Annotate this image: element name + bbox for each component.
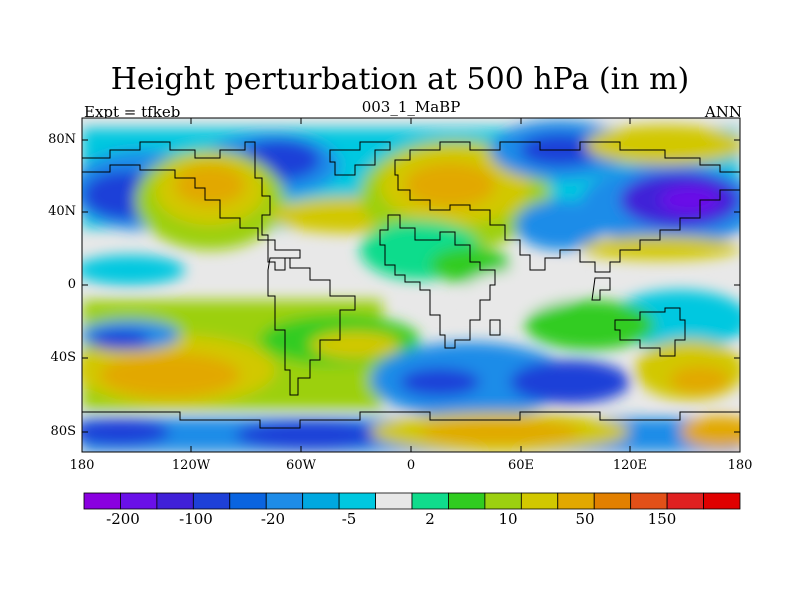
lon-label-0: 0: [406, 458, 416, 473]
colorbar-swatch: [411, 492, 449, 510]
colorbar-label: 2: [425, 510, 435, 528]
colorbar-swatch: [229, 492, 267, 510]
lat-label-40s: 40S: [50, 350, 76, 365]
colorbar-swatch: [192, 492, 231, 510]
colorbar-swatch: [156, 492, 194, 510]
colorbar-label: -100: [179, 510, 213, 528]
colorbar-label: -20: [260, 510, 286, 528]
lon-label-180-west: 180: [69, 458, 95, 473]
colorbar-swatch: [302, 492, 340, 510]
lon-label-120w: 120W: [171, 458, 211, 473]
lon-label-60e: 60E: [507, 458, 535, 473]
colorbar-label: 10: [498, 510, 518, 528]
colorbar-label: 150: [647, 510, 677, 528]
axis-ticks: [82, 118, 740, 452]
colorbar-swatch: [703, 492, 741, 510]
colorbar: [83, 492, 741, 510]
colorbar-swatch: [666, 492, 704, 510]
colorbar-swatch: [557, 492, 595, 510]
contour-field: [82, 118, 740, 452]
coastlines: [82, 141, 741, 429]
colorbar-swatch: [83, 492, 121, 510]
season-label: ANN: [704, 103, 742, 121]
colorbar-label: 50: [575, 510, 595, 528]
colorbar-swatch: [593, 492, 632, 510]
experiment-label: Expt = tfkeb: [84, 103, 181, 121]
lon-label-120e: 120E: [612, 458, 648, 473]
lon-label-60w: 60W: [286, 458, 316, 473]
colorbar-swatch: [630, 492, 668, 510]
lon-label-180-east: 180: [727, 458, 753, 473]
colorbar-label: -200: [106, 510, 140, 528]
lat-label-0: 0: [67, 277, 76, 292]
lat-label-80n: 80N: [48, 132, 76, 147]
colorbar-swatch: [448, 492, 486, 510]
colorbar-swatch: [265, 492, 304, 510]
colorbar-swatch: [338, 492, 376, 510]
map-title: Height perturbation at 500 hPa (in m): [110, 62, 690, 97]
colorbar-label: -5: [341, 510, 357, 528]
colorbar-swatch: [484, 492, 522, 510]
case-label: 003_1_MaBP: [361, 98, 461, 116]
colorbar-swatch: [120, 492, 158, 510]
colorbar-swatch: [520, 492, 559, 510]
lat-label-40n: 40N: [48, 204, 76, 219]
lat-label-80s: 80S: [50, 424, 76, 439]
colorbar-swatch: [375, 492, 413, 510]
